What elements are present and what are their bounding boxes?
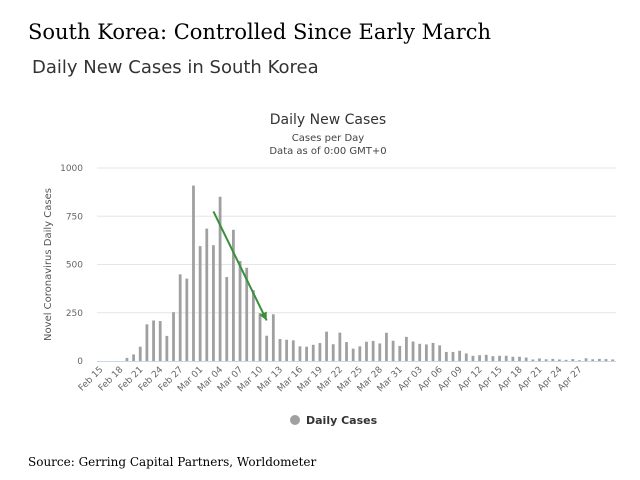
arrow-shaft [212,210,268,321]
source-note: Source: Gerring Capital Partners, Worldo… [28,455,317,469]
bar[interactable] [531,359,535,361]
bar[interactable] [524,357,528,361]
bar[interactable] [584,358,588,361]
bar[interactable] [291,340,295,361]
y-axis-label: Novel Coronavirus Daily Cases [43,188,54,341]
bar[interactable] [212,245,215,361]
bar[interactable] [178,274,182,361]
bar[interactable] [185,278,189,361]
y-tick-label: 0 [77,357,83,367]
y-tick-label: 750 [66,212,83,222]
bar[interactable] [371,340,375,361]
arrow-head [259,311,267,321]
bar[interactable] [152,320,155,361]
bar[interactable] [125,357,129,361]
page-title: South Korea: Controlled Since Early Marc… [28,20,492,44]
bar[interactable] [484,354,488,361]
bar[interactable] [458,350,462,361]
bar[interactable] [345,342,348,361]
page-subtitle: Daily New Cases in South Korea [32,57,319,78]
bar[interactable] [411,341,415,361]
bar[interactable] [558,359,561,361]
bar[interactable] [571,359,575,361]
bar[interactable] [504,355,508,361]
bar[interactable] [498,355,501,361]
bar[interactable] [271,314,275,361]
bar[interactable] [378,343,382,361]
bar[interactable] [518,356,521,361]
bar[interactable] [278,338,282,361]
bar[interactable] [251,290,255,361]
bar[interactable] [544,359,548,361]
bar[interactable] [238,261,242,361]
bar[interactable] [298,346,302,361]
bar[interactable] [192,185,195,361]
bar[interactable] [511,356,515,361]
bar[interactable] [165,335,169,361]
bar[interactable] [358,346,362,361]
bar[interactable] [158,321,162,361]
bar[interactable] [491,356,495,361]
bar[interactable] [145,324,149,361]
bar[interactable] [391,340,395,361]
bar[interactable] [218,196,222,361]
bar[interactable] [325,331,328,361]
bar[interactable] [451,351,455,361]
legend[interactable]: Daily Cases [290,414,378,427]
bar[interactable] [551,358,555,361]
bar[interactable] [245,267,249,361]
y-axis-ticks: 0 250 500 750 1000 [60,164,83,367]
bar[interactable] [132,354,135,361]
bar[interactable] [578,360,581,361]
bar[interactable] [338,332,342,361]
bar[interactable] [198,246,202,361]
bar[interactable] [464,353,468,361]
gridlines [97,167,616,314]
chart-subtitle-line-2: Data as of 0:00 GMT+0 [269,146,386,157]
bar[interactable] [398,345,402,361]
bar[interactable] [258,313,262,361]
bar[interactable] [424,344,428,361]
bar[interactable] [172,312,175,361]
bar[interactable] [305,346,308,361]
bar[interactable] [538,358,541,361]
bar[interactable] [285,339,289,361]
daily-cases-chart: Daily New Cases Cases per Day Data as of… [43,112,616,427]
bar[interactable] [205,228,209,361]
bar[interactable] [604,359,608,361]
y-tick-label: 1000 [60,164,83,174]
bar[interactable] [225,277,229,361]
bar[interactable] [318,343,322,361]
bar[interactable] [331,344,335,361]
bar[interactable] [232,229,235,361]
legend-label[interactable]: Daily Cases [306,414,378,427]
bar[interactable] [478,355,481,361]
bar[interactable] [385,332,388,361]
y-tick-label: 500 [66,261,83,271]
bar[interactable] [265,335,269,361]
bar[interactable] [138,346,142,361]
bar[interactable] [351,348,355,361]
bar[interactable] [611,359,615,361]
bar[interactable] [405,336,408,361]
bars [125,185,615,361]
bar[interactable] [438,345,442,361]
bar[interactable] [431,342,435,361]
trend-arrow [212,210,268,321]
bar[interactable] [597,358,601,361]
bar[interactable] [564,359,568,361]
bar[interactable] [418,343,422,361]
bar[interactable] [444,351,448,361]
bar[interactable] [311,344,315,361]
bar[interactable] [365,341,368,361]
bar[interactable] [471,355,475,361]
legend-marker [290,415,300,425]
bar[interactable] [591,359,595,361]
chart-subtitle-line-1: Cases per Day [292,133,364,144]
chart-title: Daily New Cases [270,112,386,128]
y-tick-label: 250 [66,309,83,319]
